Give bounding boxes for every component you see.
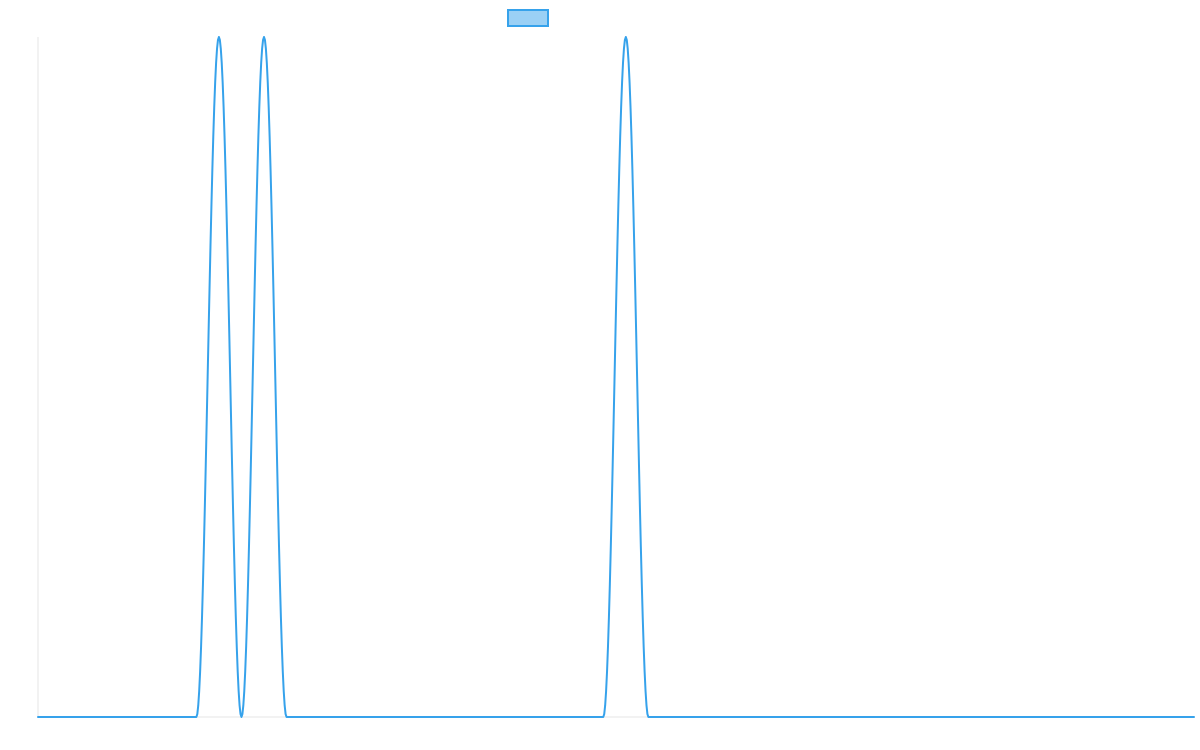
legend-swatch[interactable] xyxy=(507,9,549,27)
series-line-0 xyxy=(37,36,1195,718)
data-point[interactable] xyxy=(645,714,651,720)
data-point[interactable] xyxy=(35,714,41,720)
data-point[interactable] xyxy=(261,34,267,40)
data-point[interactable] xyxy=(1191,714,1197,720)
data-point[interactable] xyxy=(284,714,290,720)
axes xyxy=(37,37,1194,718)
series-layer xyxy=(35,34,1197,720)
data-point[interactable] xyxy=(216,34,222,40)
data-point[interactable] xyxy=(600,714,606,720)
data-point[interactable] xyxy=(193,714,199,720)
data-point[interactable] xyxy=(623,34,629,40)
legend[interactable] xyxy=(507,9,549,27)
data-point[interactable] xyxy=(238,714,244,720)
